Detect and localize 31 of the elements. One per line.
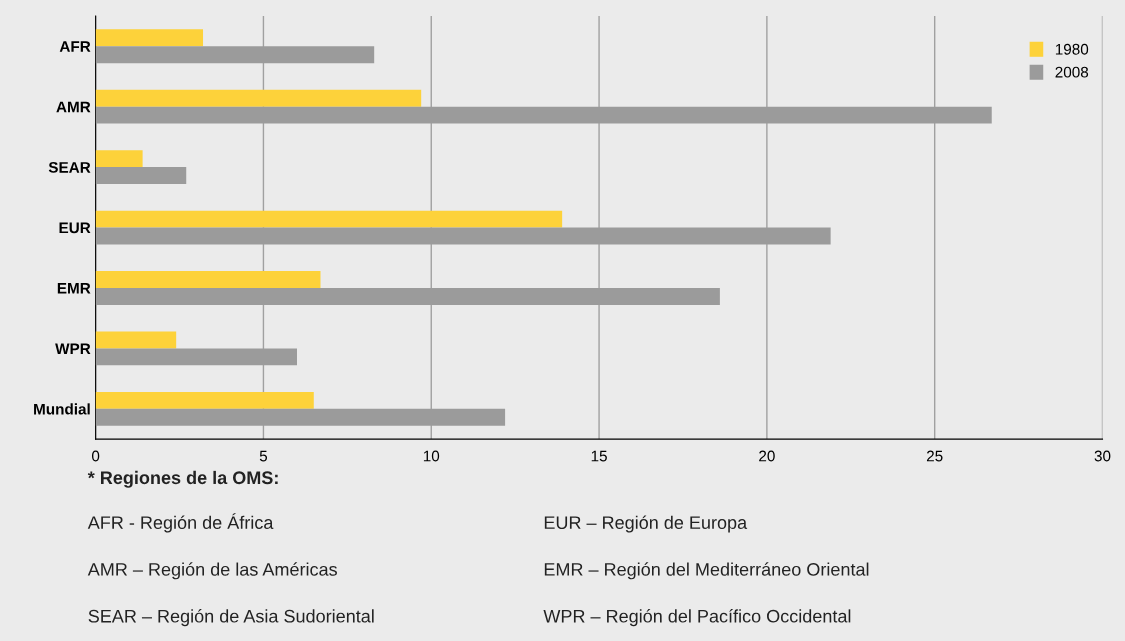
y-tick-label: AFR — [59, 41, 91, 52]
bar — [95, 150, 143, 168]
bar — [95, 271, 321, 288]
text: AFR - Región de África — [87, 513, 274, 533]
x-tick-label: 20 — [759, 450, 775, 462]
y-tick-label: AMR — [56, 101, 91, 113]
x-tick-label: 10 — [423, 450, 440, 462]
bar — [95, 167, 187, 185]
x-tick-label: 5 — [259, 450, 268, 462]
y-tick-label: EMR — [57, 283, 91, 294]
text: AMR – Región de las Américas — [87, 562, 337, 580]
bar — [95, 331, 177, 349]
bar — [95, 391, 314, 409]
text: WPR – Región del Pacífico Occidental — [543, 609, 851, 627]
legend-label: 1980 — [1055, 43, 1089, 55]
bar — [95, 29, 204, 47]
text: EUR – Región de Europa — [544, 515, 748, 533]
bar — [95, 89, 422, 107]
x-tick-label: 30 — [1094, 450, 1111, 462]
y-tick-label: WPR — [55, 343, 91, 354]
y-tick-label: SEAR — [48, 161, 91, 173]
x-tick-label: 15 — [591, 450, 607, 462]
y-tick-label: EUR — [59, 222, 91, 234]
x-tick-label: 0 — [91, 450, 100, 462]
text: SEAR – Región de Asia Sudoriental — [88, 609, 374, 627]
text: EMR – Región del Mediterráneo Oriental — [544, 562, 869, 580]
legend-label: 2008 — [1055, 66, 1089, 78]
text: * Regiones de la OMS: — [87, 470, 278, 488]
x-tick-label: 25 — [926, 450, 943, 462]
bar — [95, 210, 563, 228]
y-tick-label: Mundial — [34, 403, 90, 415]
